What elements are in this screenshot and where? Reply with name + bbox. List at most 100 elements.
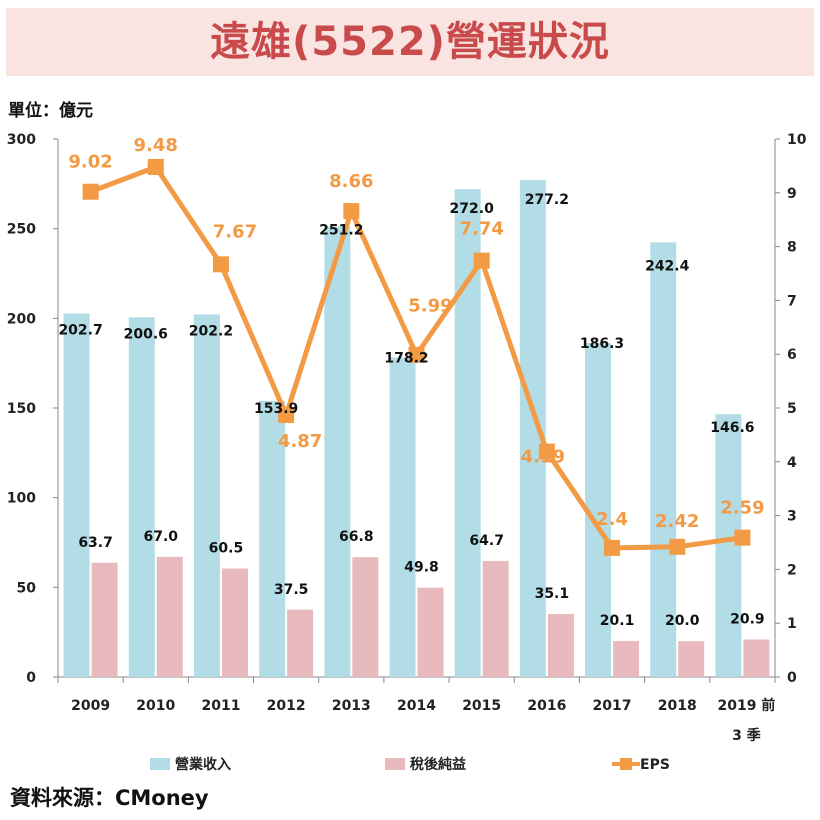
- net-income-bar: [287, 609, 314, 677]
- legend-swatch-net-income: [385, 758, 405, 770]
- y-left-tick-label: 100: [7, 491, 36, 507]
- eps-data-label: 2.4: [596, 509, 628, 530]
- x-tick-label: 2017: [593, 698, 632, 714]
- net-income-bar: [352, 557, 379, 677]
- net-income-data-label: 37.5: [274, 582, 309, 598]
- eps-data-label: 9.02: [68, 152, 112, 173]
- net-income-bar: [91, 562, 118, 677]
- eps-data-label: 4.19: [521, 447, 565, 468]
- x-tick-label: 2014: [397, 698, 436, 714]
- net-income-bar: [613, 640, 640, 677]
- y-left-tick-label: 0: [26, 670, 36, 686]
- legend-label-net-income: 稅後純益: [410, 756, 466, 773]
- eps-marker: [147, 158, 164, 175]
- x-tick-label: 2018: [658, 698, 697, 714]
- eps-data-label: 7.67: [213, 221, 257, 242]
- revenue-bar: [193, 314, 220, 677]
- net-income-data-label: 64.7: [469, 533, 504, 549]
- eps-marker: [82, 183, 99, 200]
- eps-marker: [212, 256, 229, 273]
- revenue-data-label: 272.0: [450, 201, 495, 217]
- revenue-bar: [519, 179, 546, 677]
- x-tick-label: 2015: [462, 698, 501, 714]
- eps-marker: [473, 252, 490, 269]
- y-right-tick-label: 6: [787, 347, 797, 363]
- title-band: [6, 8, 814, 76]
- x-tick-label: 3 季: [732, 727, 761, 744]
- revenue-data-label: 186.3: [580, 336, 624, 352]
- legend-label-revenue: 營業收入: [175, 756, 231, 773]
- revenue-data-label: 200.6: [124, 326, 168, 342]
- y-right-tick-label: 7: [787, 293, 797, 309]
- y-left-tick-label: 200: [7, 311, 36, 327]
- revenue-data-label: 202.7: [58, 322, 102, 338]
- net-income-bar: [743, 639, 770, 677]
- chart-title: 遠雄(5522)營運狀況: [210, 19, 610, 65]
- x-tick-label: 2016: [527, 698, 566, 714]
- y-left-tick-label: 300: [7, 132, 36, 148]
- unit-label: 單位：億元: [8, 101, 93, 121]
- y-right-tick-label: 10: [787, 132, 807, 148]
- y-left-tick-label: 250: [7, 222, 36, 238]
- x-tick-label: 2011: [201, 698, 240, 714]
- revenue-bar: [650, 242, 677, 677]
- eps-data-label: 2.59: [720, 498, 764, 519]
- net-income-bar: [156, 556, 183, 677]
- revenue-data-label: 277.2: [525, 192, 569, 208]
- eps-data-label: 5.99: [408, 296, 452, 317]
- x-tick-label: 2010: [136, 698, 175, 714]
- net-income-data-label: 60.5: [209, 541, 244, 557]
- y-right-tick-label: 9: [787, 186, 797, 202]
- revenue-data-label: 178.2: [384, 350, 428, 366]
- net-income-bars: [91, 556, 770, 677]
- eps-line-group: [82, 158, 751, 556]
- y-right-tick-label: 0: [787, 670, 797, 686]
- net-income-data-label: 20.0: [665, 613, 700, 629]
- eps-marker: [669, 538, 686, 555]
- net-income-data-label: 20.9: [730, 612, 765, 628]
- eps-data-label: 8.66: [329, 171, 373, 192]
- revenue-bar: [324, 226, 351, 678]
- legend-label-eps: EPS: [640, 757, 670, 773]
- eps-marker: [408, 346, 425, 363]
- data-labels: 202.7 200.6 202.2 153.9 251.2 178.2 272.0 277.2…: [58, 135, 764, 629]
- legend: 營業收入 稅後純益 EPS: [150, 756, 670, 773]
- eps-data-label: 2.42: [655, 511, 699, 532]
- revenue-bar: [259, 401, 286, 677]
- eps-marker: [734, 529, 751, 546]
- y-right-tick-label: 8: [787, 240, 797, 256]
- revenue-data-label: 146.6: [710, 420, 754, 436]
- y-right-tick-label: 5: [787, 401, 797, 417]
- net-income-bar: [482, 560, 509, 677]
- y-right-tick-label: 2: [787, 562, 797, 578]
- net-income-data-label: 63.7: [78, 535, 113, 551]
- x-tick-label: 2009: [71, 698, 110, 714]
- net-income-data-label: 67.0: [143, 529, 178, 545]
- revenue-bar: [389, 357, 416, 677]
- legend-swatch-revenue: [150, 758, 170, 770]
- revenue-data-label: 153.9: [254, 401, 298, 417]
- net-income-data-label: 66.8: [339, 529, 374, 545]
- net-income-bar: [221, 568, 248, 677]
- x-tick-label: 2019 前: [717, 697, 775, 714]
- y-left-tick-label: 50: [17, 580, 37, 596]
- net-income-data-label: 20.1: [600, 613, 635, 629]
- eps-marker: [343, 203, 360, 220]
- revenue-data-label: 202.2: [189, 323, 233, 339]
- eps-data-label: 4.87: [278, 431, 322, 452]
- y-right-tick-label: 4: [787, 455, 797, 471]
- legend-marker-eps: [620, 758, 632, 770]
- x-tick-label: 2012: [267, 698, 306, 714]
- y-right-tick-label: 1: [787, 616, 797, 632]
- eps-marker: [538, 443, 555, 460]
- net-income-data-label: 49.8: [404, 560, 439, 576]
- revenue-bar: [63, 313, 90, 677]
- y-left-tick-label: 150: [7, 401, 36, 417]
- revenue-data-label: 251.2: [319, 223, 363, 239]
- revenue-bar: [128, 317, 155, 677]
- eps-marker: [278, 406, 295, 423]
- x-tick-label: 2013: [332, 698, 371, 714]
- revenue-data-label: 242.4: [645, 258, 690, 274]
- eps-data-label: 9.48: [134, 135, 178, 156]
- net-income-bar: [678, 641, 705, 677]
